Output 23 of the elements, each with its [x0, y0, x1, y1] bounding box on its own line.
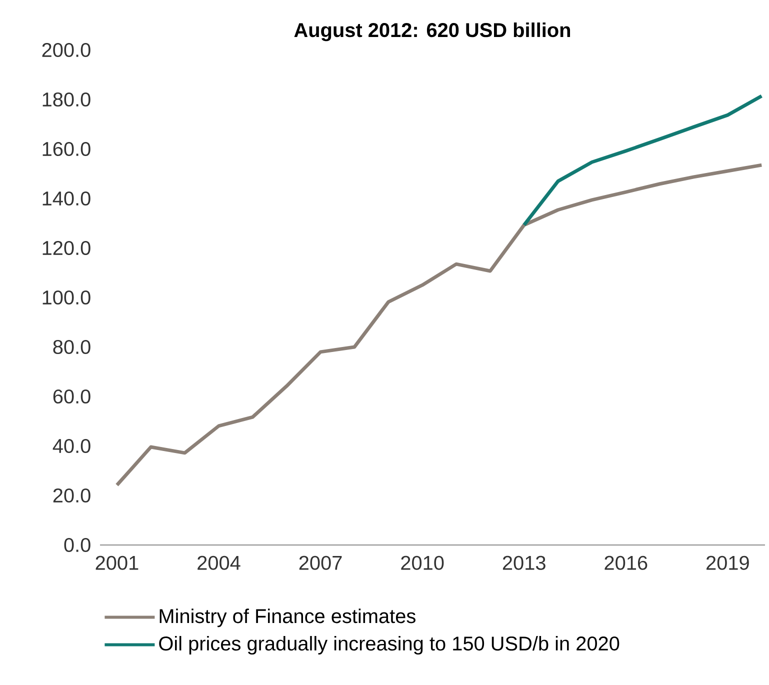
y-tick-label: 120.0 — [42, 240, 90, 256]
y-tick-label: 40.0 — [52, 438, 90, 454]
y-tick-label: 60.0 — [53, 389, 90, 404]
x-tick-label: 2016 — [604, 556, 648, 570]
x-tick-label: 2001 — [96, 556, 138, 570]
y-tick-label: 0.0 — [64, 538, 90, 552]
y-tick-label: 140.0 — [42, 191, 90, 206]
y-tick-label: 80.0 — [53, 340, 90, 354]
y-tick-label: 100.0 — [42, 290, 90, 305]
x-tick-label: 2019 — [706, 556, 749, 570]
line-series — [115, 163, 764, 487]
y-tick-label: 200.0 — [42, 42, 90, 58]
x-tick-label: 2010 — [401, 556, 444, 570]
x-tick-label: 2004 — [198, 556, 240, 570]
chart-title: August 2012: 620 USD billion — [294, 22, 570, 42]
y-tick-label: 180.0 — [42, 92, 90, 107]
line-series — [522, 94, 764, 227]
legend-label: Ministry of Finance estimates — [160, 608, 416, 628]
legend-label: Oil prices gradually increasing to 150 USD/b in 2020 — [159, 636, 620, 655]
y-tick-label: 160.0 — [42, 142, 90, 156]
x-tick-label: 2007 — [299, 556, 342, 570]
y-tick-label: 20.0 — [53, 488, 90, 503]
x-tick-label: 2013 — [502, 556, 546, 570]
